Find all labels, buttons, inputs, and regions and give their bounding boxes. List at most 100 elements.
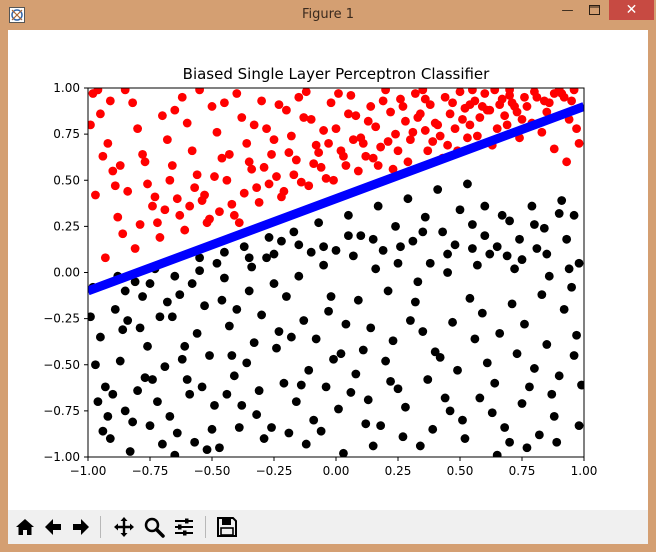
title-bar[interactable]: Figure 1 — ✕ bbox=[0, 0, 656, 30]
data-point-class-below bbox=[262, 253, 271, 263]
minimize-button[interactable]: — bbox=[554, 0, 581, 20]
data-point-class-above bbox=[339, 151, 348, 161]
close-button[interactable]: ✕ bbox=[609, 0, 654, 20]
data-point-class-above bbox=[418, 88, 428, 95]
back-button[interactable] bbox=[40, 514, 66, 540]
data-point-class-above bbox=[450, 124, 460, 133]
data-point-class-below bbox=[306, 247, 316, 257]
y-tick-label: −0.75 bbox=[43, 404, 80, 418]
data-point-class-above bbox=[358, 138, 368, 148]
data-point-class-above bbox=[440, 92, 450, 102]
data-point-class-below bbox=[259, 434, 269, 443]
data-point-class-above bbox=[172, 194, 182, 204]
data-point-class-below bbox=[321, 382, 331, 392]
window-title: Figure 1 bbox=[301, 7, 355, 22]
data-point-class-above bbox=[282, 105, 291, 115]
data-point-class-above bbox=[465, 120, 475, 130]
data-point-class-below bbox=[326, 292, 336, 301]
data-point-class-above bbox=[232, 89, 242, 98]
data-point-class-below bbox=[438, 227, 448, 237]
data-point-class-below bbox=[497, 210, 507, 220]
data-point-class-above bbox=[423, 146, 433, 156]
y-tick-label: 0.50 bbox=[53, 173, 80, 187]
maximize-button[interactable] bbox=[581, 0, 608, 20]
data-point-class-above bbox=[210, 172, 219, 181]
data-point-class-below bbox=[358, 345, 368, 355]
data-point-class-above bbox=[252, 183, 262, 193]
data-point-class-below bbox=[200, 301, 209, 311]
data-point-class-below bbox=[125, 447, 135, 456]
configure-subplots-button[interactable] bbox=[171, 514, 197, 540]
data-point-class-above bbox=[257, 96, 266, 106]
data-point-class-below bbox=[500, 423, 510, 432]
data-point-class-below bbox=[517, 255, 527, 264]
home-button[interactable] bbox=[12, 514, 38, 540]
client-area: Biased Single Layer Perceptron Classifie… bbox=[8, 30, 648, 544]
forward-icon bbox=[73, 519, 89, 535]
data-point-class-above bbox=[316, 162, 326, 172]
forward-button[interactable] bbox=[68, 514, 94, 540]
data-point-class-below bbox=[162, 297, 172, 307]
data-point-class-above bbox=[222, 175, 232, 185]
data-point-class-above bbox=[177, 92, 187, 102]
zoom-icon bbox=[144, 517, 165, 538]
data-point-class-above bbox=[234, 218, 244, 228]
data-point-class-above bbox=[567, 96, 576, 106]
data-point-class-below bbox=[475, 393, 485, 403]
data-point-class-above bbox=[532, 92, 542, 102]
data-point-class-below bbox=[272, 343, 281, 353]
data-point-class-above bbox=[445, 109, 455, 119]
data-point-class-below bbox=[381, 356, 390, 366]
data-point-class-below bbox=[232, 305, 242, 314]
data-point-class-below bbox=[428, 424, 438, 434]
x-tick-label: 0.50 bbox=[447, 464, 474, 478]
data-point-class-below bbox=[237, 400, 247, 410]
data-point-class-above bbox=[401, 116, 410, 126]
pan-button[interactable] bbox=[111, 514, 137, 540]
data-point-class-below bbox=[465, 293, 475, 303]
data-point-class-below bbox=[88, 312, 95, 322]
data-point-class-below bbox=[510, 264, 519, 274]
data-point-class-above bbox=[410, 89, 420, 98]
data-point-class-below bbox=[123, 316, 133, 325]
data-point-class-below bbox=[544, 271, 554, 281]
data-point-class-below bbox=[190, 437, 200, 447]
data-point-class-below bbox=[324, 306, 333, 316]
data-point-class-below bbox=[401, 402, 410, 412]
data-point-class-below bbox=[215, 443, 224, 453]
data-point-class-below bbox=[120, 406, 130, 416]
data-point-class-below bbox=[217, 295, 227, 305]
x-tick-label: 0.25 bbox=[385, 464, 412, 478]
data-point-class-below bbox=[549, 412, 559, 421]
data-point-class-below bbox=[366, 323, 376, 333]
data-point-class-above bbox=[249, 120, 259, 130]
data-point-class-below bbox=[413, 277, 423, 287]
data-point-class-below bbox=[423, 375, 433, 384]
data-point-class-above bbox=[554, 88, 564, 95]
data-point-class-below bbox=[517, 399, 527, 408]
data-point-class-below bbox=[450, 240, 460, 250]
data-point-class-above bbox=[306, 114, 316, 124]
data-point-class-above bbox=[366, 102, 376, 111]
data-point-class-above bbox=[500, 111, 510, 121]
data-point-class-above bbox=[254, 197, 264, 207]
data-point-class-above bbox=[420, 94, 430, 104]
y-tick-label: 0.00 bbox=[53, 266, 80, 280]
data-point-class-below bbox=[559, 305, 569, 314]
data-point-class-below bbox=[388, 336, 398, 346]
data-point-class-above bbox=[274, 100, 284, 110]
data-point-class-above bbox=[244, 157, 254, 167]
data-point-class-above bbox=[311, 140, 321, 150]
data-point-class-below bbox=[577, 380, 584, 390]
data-point-class-below bbox=[105, 434, 115, 443]
data-point-class-below bbox=[291, 397, 301, 407]
data-point-class-above bbox=[468, 88, 477, 95]
data-point-class-above bbox=[490, 88, 500, 95]
figure-canvas[interactable]: Biased Single Layer Perceptron Classifie… bbox=[8, 30, 648, 510]
data-point-class-below bbox=[267, 423, 276, 432]
chart-title: Biased Single Layer Perceptron Classifie… bbox=[183, 65, 491, 83]
save-button[interactable] bbox=[214, 514, 240, 540]
zoom-button[interactable] bbox=[141, 514, 167, 540]
data-point-class-below bbox=[505, 437, 514, 447]
data-point-class-above bbox=[502, 120, 512, 130]
